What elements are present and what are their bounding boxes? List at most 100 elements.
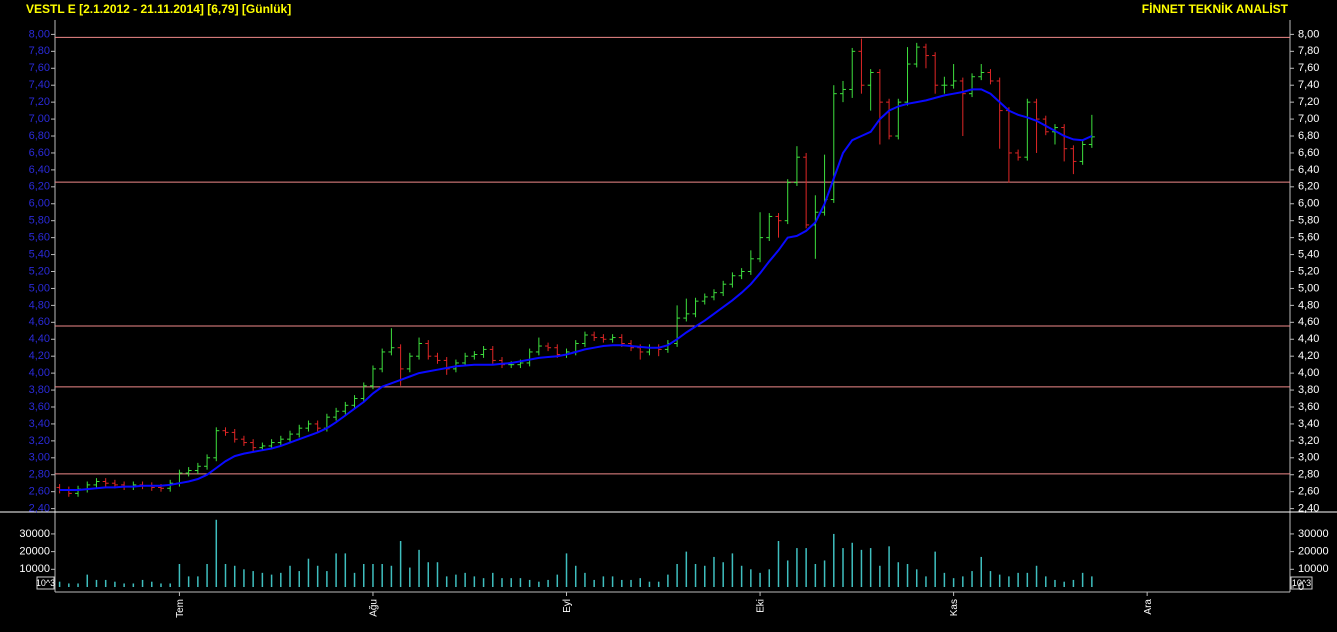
volume-bar [694, 564, 697, 587]
volume-bar [556, 574, 559, 587]
volume-bar [1081, 572, 1084, 587]
y-tick-label: 5,00 [1298, 282, 1319, 294]
y-tick-label: 7,60 [1298, 62, 1319, 74]
y-tick-label: 4,60 [1298, 316, 1319, 328]
y-tick-label: 5,40 [29, 248, 50, 260]
volume-bar [722, 562, 724, 587]
volume-bar [261, 572, 264, 587]
y-tick-label: 5,60 [29, 232, 50, 244]
y-tick-label: 20000 [19, 546, 50, 558]
y-tick-label: 7,40 [29, 79, 50, 91]
y-tick-label: 4,00 [1298, 367, 1319, 379]
y-tick-label: 4,40 [29, 333, 50, 345]
y-tick-label: 3,00 [1298, 452, 1319, 464]
volume-bar [1091, 576, 1093, 587]
unit-box [1290, 576, 1313, 590]
chart-title: VESTL E [2.1.2012 - 21.11.2014] [6,79] [… [26, 2, 291, 16]
x-tick-label: Tem [175, 599, 186, 618]
y-tick-label: 6,40 [1298, 164, 1319, 176]
y-tick-label: 30000 [19, 528, 50, 540]
volume-unit: 10^3 [1292, 578, 1311, 588]
volume-bar [86, 574, 89, 587]
volume-bar [906, 564, 909, 587]
y-tick-label: 2,60 [29, 486, 50, 498]
y-tick-label: 2,80 [1298, 469, 1319, 481]
volume-bar [151, 581, 153, 587]
volume-bar [307, 558, 310, 587]
y-tick-label: 3,20 [29, 435, 50, 447]
y-tick-label: 30000 [1298, 528, 1329, 540]
volume-bar [132, 583, 135, 587]
volume-bar [786, 560, 789, 587]
volume-bar [160, 583, 162, 587]
volume-bar [510, 578, 512, 587]
y-tick-label: 4,40 [1298, 333, 1319, 345]
volume-bar [418, 549, 420, 587]
y-tick-label: 20000 [1298, 546, 1329, 558]
volume-bar [1008, 576, 1010, 587]
y-tick-label: 2,80 [29, 469, 50, 481]
volume-bar [455, 574, 457, 587]
y-tick-label: 5,80 [1298, 215, 1319, 227]
volume-bar [667, 574, 669, 587]
y-tick-label: 6,60 [29, 147, 50, 159]
volume-bar [492, 572, 494, 587]
volume-bar [740, 565, 743, 587]
volume-bar [879, 565, 881, 587]
y-tick-label: 6,00 [1298, 198, 1319, 210]
y-tick-label: 4,20 [29, 350, 50, 362]
volume-bar [648, 581, 651, 587]
y-tick-label: 4,60 [29, 316, 50, 328]
x-tick-label: Ağu [369, 599, 380, 617]
volume-bar [390, 565, 393, 587]
volume-bar [750, 569, 752, 587]
y-tick-label: 3,60 [29, 401, 50, 413]
volume-bar [657, 581, 660, 587]
y-tick-label: 7,00 [1298, 113, 1319, 125]
volume-bar [805, 548, 807, 587]
y-tick-label: 7,80 [29, 45, 50, 57]
volume-bar [713, 556, 715, 587]
volume-bar [538, 581, 540, 587]
volume-bar [77, 583, 79, 587]
volume-bar [731, 553, 734, 587]
y-tick-label: 5,00 [29, 282, 50, 294]
y-tick-label: 7,40 [1298, 79, 1319, 91]
y-tick-label: 3,60 [1298, 401, 1319, 413]
volume-bar [280, 572, 282, 587]
volume-bar [704, 565, 706, 587]
y-tick-label: 4,00 [29, 367, 50, 379]
x-tick-label: Eki [756, 599, 767, 613]
volume-bar [925, 576, 927, 587]
volume-bar [381, 564, 383, 587]
volume-bar [519, 578, 522, 587]
volume-bar [796, 548, 798, 587]
y-tick-label: 6,80 [29, 130, 50, 142]
volume-bar [869, 548, 872, 587]
volume-bar [436, 562, 439, 587]
volume-bar [962, 576, 964, 587]
y-tick-label: 6,20 [1298, 181, 1319, 193]
volume-bar [888, 546, 890, 587]
x-tick-label: Eyl [562, 599, 573, 613]
volume-bar [1017, 572, 1019, 587]
volume-bar [851, 542, 853, 587]
y-tick-label: 3,80 [1298, 384, 1319, 396]
y-tick-label: 7,80 [1298, 45, 1319, 57]
volume-bar [114, 581, 116, 587]
y-tick-label: 8,00 [1298, 28, 1319, 40]
volume-bar [68, 583, 70, 587]
volume-bar [169, 583, 171, 587]
volume-bar [206, 564, 208, 587]
volume-bar [1063, 581, 1065, 587]
volume-bar [224, 564, 227, 587]
volume-bar [353, 572, 356, 587]
volume-bar [363, 564, 365, 587]
y-tick-label: 7,60 [29, 62, 50, 74]
volume-bar [501, 578, 503, 587]
volume-bar [399, 541, 402, 587]
y-tick-label: 4,20 [1298, 350, 1319, 362]
y-tick-label: 6,20 [29, 181, 50, 193]
